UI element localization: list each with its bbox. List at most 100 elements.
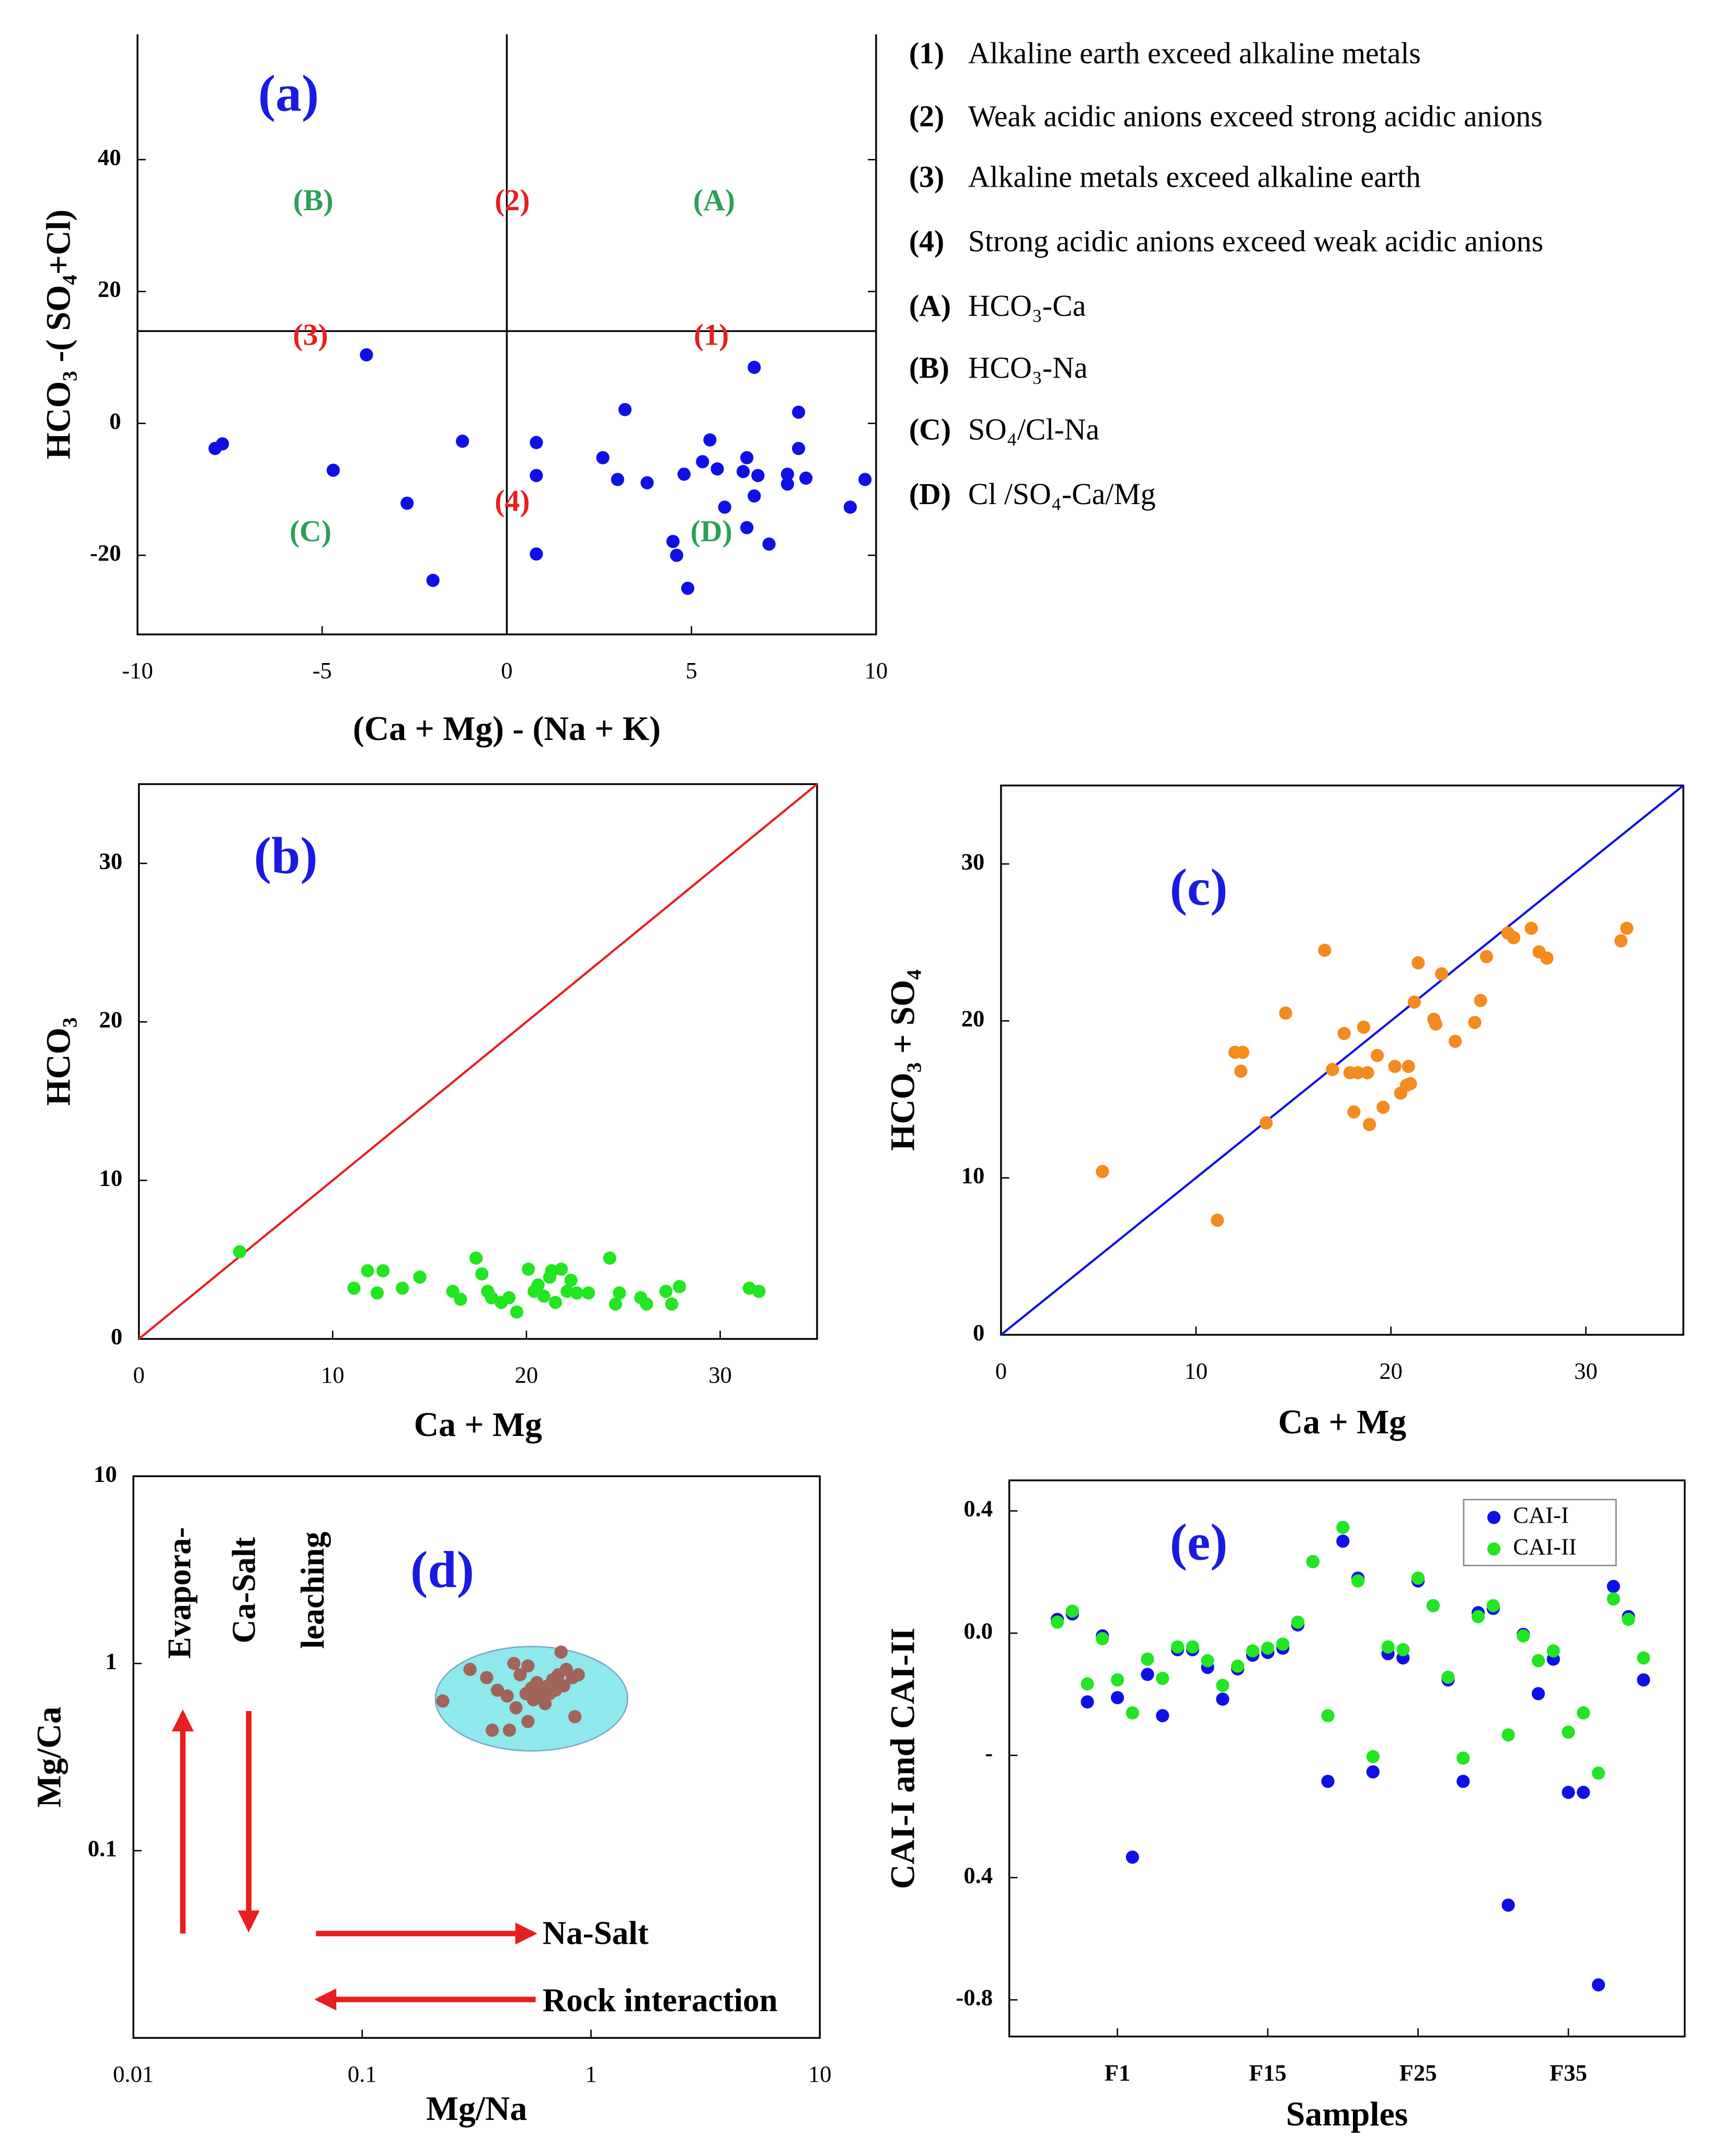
point [1474, 994, 1487, 1007]
y-tick-label: 10 [94, 1461, 117, 1487]
point [1441, 1670, 1455, 1684]
point [1404, 1077, 1417, 1090]
point [521, 1715, 535, 1728]
point [1532, 1654, 1545, 1668]
y-axis-label: HCO₃ [40, 1017, 78, 1105]
note-key: (A) [909, 290, 951, 323]
point [485, 1724, 499, 1737]
note-key: (4) [909, 225, 944, 258]
y-tick-label: 20 [961, 1006, 985, 1032]
point [1411, 956, 1425, 969]
x-axis-label: Ca + Mg [414, 1406, 542, 1444]
x-axis-label: Samples [1286, 2095, 1408, 2134]
point [538, 1697, 552, 1710]
point [1321, 1709, 1335, 1722]
x-tick-label: -10 [122, 657, 153, 683]
point [502, 1724, 516, 1737]
point [670, 549, 684, 562]
point [1507, 931, 1521, 944]
point [666, 534, 680, 549]
y-tick-label: 0.4 [963, 1496, 993, 1522]
x-tick-label: 10 [321, 1362, 345, 1388]
point [1472, 1610, 1485, 1624]
point [571, 1668, 585, 1682]
point [531, 1278, 545, 1292]
point [530, 436, 543, 449]
point [545, 1264, 558, 1277]
point [718, 500, 731, 514]
x-tick-label: 0 [501, 657, 512, 683]
x-tick-label: F1 [1105, 2059, 1131, 2085]
y-tick-label: 20 [98, 276, 121, 302]
point [748, 489, 761, 503]
point [522, 1262, 535, 1276]
point [1449, 1034, 1462, 1048]
point [521, 1659, 535, 1673]
point [1291, 1615, 1305, 1629]
point [463, 1662, 477, 1676]
annotation: (A) [693, 184, 735, 217]
point [1351, 1066, 1364, 1079]
note-text: SO₄/Cl-Na [968, 413, 1099, 446]
x-tick-label: 20 [515, 1362, 538, 1388]
point [554, 1645, 568, 1659]
point [1065, 1604, 1079, 1618]
point [780, 477, 794, 491]
annotation: Ca-Salt [226, 1537, 262, 1644]
annotation: Evapora- [161, 1527, 198, 1659]
point [1402, 1059, 1415, 1073]
point [507, 1657, 521, 1670]
annotation: (3) [293, 318, 328, 351]
point [361, 1264, 374, 1277]
point [215, 437, 229, 451]
point [1486, 1599, 1500, 1613]
y-axis-label: HCO₃ + SO₄ [884, 969, 922, 1151]
y-tick-label: 10 [961, 1162, 985, 1189]
point [537, 1290, 550, 1303]
note-text: Alkaline metals exceed alkaline earth [968, 161, 1421, 193]
panel-label: (a) [258, 64, 319, 122]
axis-frame [137, 783, 818, 1340]
x-tick-label: F25 [1399, 2059, 1437, 2085]
point [413, 1270, 427, 1284]
point [1234, 1064, 1248, 1078]
point [1540, 951, 1554, 965]
point [555, 1262, 568, 1276]
y-tick-label: 40 [98, 144, 121, 170]
point [1637, 1673, 1650, 1687]
note-text: HCO₃-Ca [968, 290, 1086, 323]
point [1606, 1592, 1620, 1606]
note-text: Strong acidic anions exceed weak acidic … [968, 225, 1543, 258]
x-tick-label: 10 [1184, 1358, 1208, 1384]
annotation: (2) [495, 184, 530, 217]
point [530, 469, 543, 482]
point [1361, 1066, 1374, 1079]
axis-frame [1008, 1479, 1686, 2038]
point [509, 1701, 523, 1715]
x-tick-label: 5 [686, 657, 697, 683]
point [1096, 1632, 1109, 1646]
point [1216, 1692, 1230, 1706]
point [1321, 1774, 1335, 1788]
one-to-one-line [1000, 784, 1684, 1336]
point [681, 581, 695, 595]
point [233, 1245, 247, 1259]
point [1614, 934, 1628, 948]
point [1337, 1026, 1351, 1040]
panel-label: (b) [254, 826, 318, 884]
panel-label: (c) [1170, 858, 1228, 916]
legend-label: CAI-I [1513, 1502, 1569, 1528]
point [611, 473, 624, 486]
point [1411, 1571, 1425, 1585]
point [490, 1683, 504, 1697]
note-key: (B) [909, 351, 949, 384]
point [347, 1281, 361, 1295]
point [640, 476, 654, 489]
note-key: (D) [909, 478, 951, 511]
legend-marker [1487, 1542, 1501, 1556]
point [752, 1284, 766, 1298]
point [677, 467, 691, 481]
point [762, 537, 776, 551]
point [791, 405, 806, 419]
